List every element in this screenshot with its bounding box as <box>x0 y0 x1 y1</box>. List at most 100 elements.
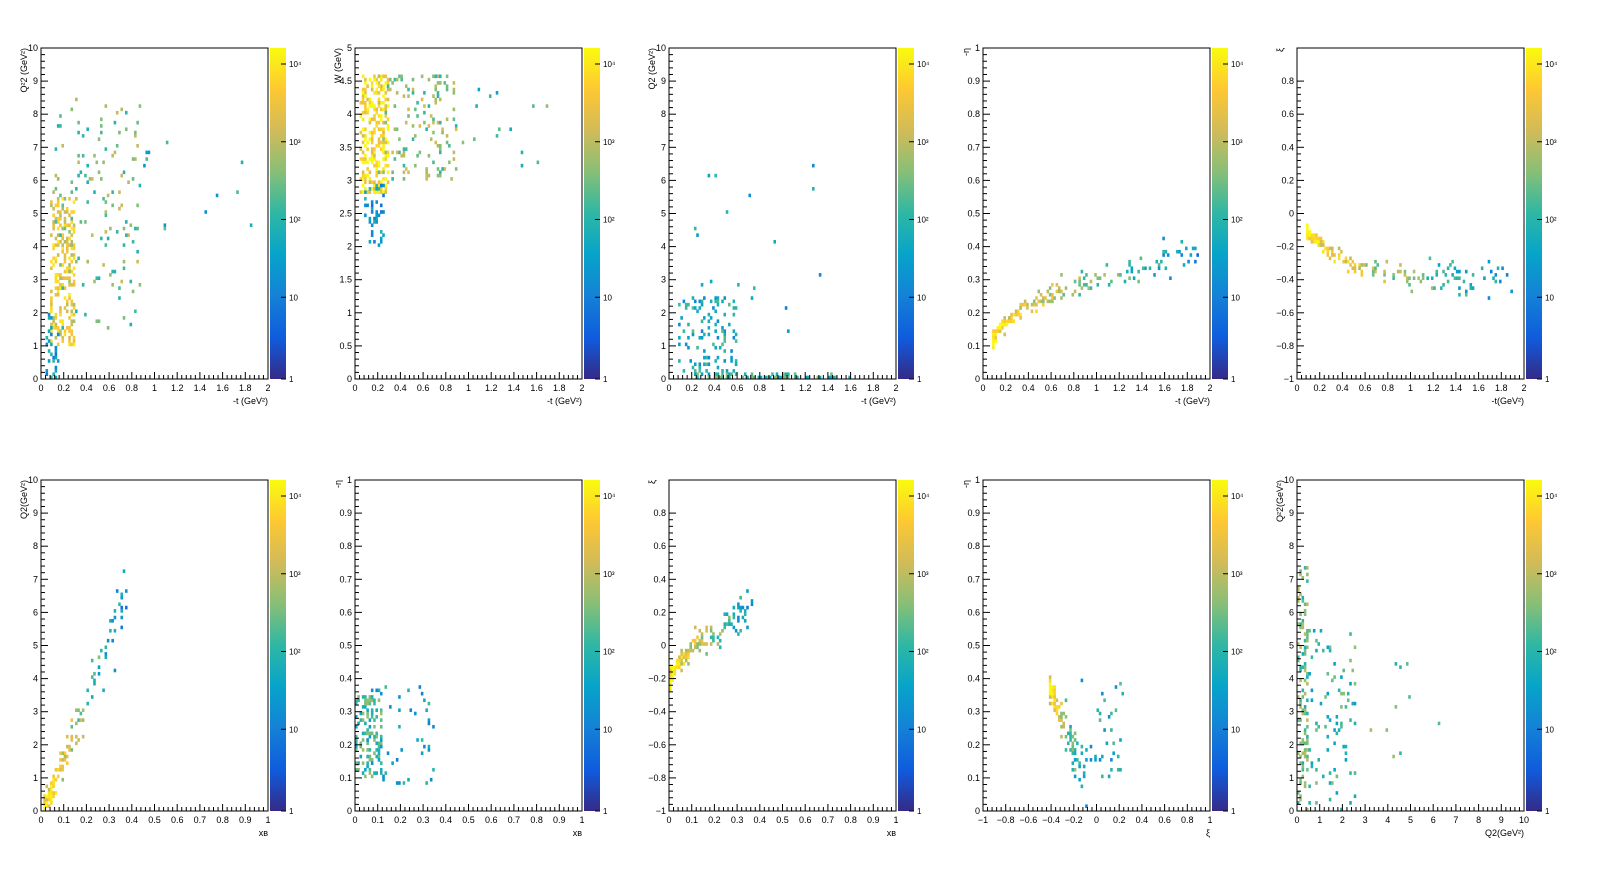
histogram-bin <box>777 375 781 380</box>
histogram-bin <box>366 708 369 712</box>
histogram-bin <box>1303 691 1307 696</box>
histogram-bin <box>375 110 378 115</box>
histogram-bin <box>730 349 733 353</box>
histogram-bin <box>52 256 55 261</box>
histogram-bin <box>1297 585 1300 590</box>
histogram-bin <box>705 362 708 367</box>
histogram-bin <box>59 193 62 198</box>
histogram-bin <box>368 77 372 82</box>
histogram-bin <box>382 167 385 171</box>
histogram-bin <box>104 147 108 151</box>
histogram-bin <box>72 266 76 271</box>
histogram-bin <box>1060 718 1063 722</box>
y-axis-label: -η <box>333 480 343 488</box>
histogram-bin <box>1082 276 1086 280</box>
histogram-bin <box>1303 708 1307 712</box>
histogram-bin <box>127 233 130 237</box>
histogram-bin <box>61 196 64 201</box>
histogram-bin <box>129 322 133 327</box>
histogram-bin <box>732 329 736 333</box>
x-tick-label: 0.6 <box>171 815 184 825</box>
histogram-bin <box>366 701 369 706</box>
histogram-bin <box>368 748 372 752</box>
histogram-bin <box>375 160 378 165</box>
histogram-bin <box>1299 797 1302 802</box>
histogram-bin <box>1023 302 1027 307</box>
histogram-bin <box>996 326 1000 330</box>
histogram-bin <box>994 335 997 340</box>
histogram-bin <box>54 326 58 330</box>
histogram-bin <box>377 751 381 756</box>
histogram-bin <box>373 147 376 151</box>
histogram-bin <box>1078 283 1081 287</box>
histogram-bin <box>1130 269 1134 274</box>
y-tick-label: 7 <box>661 142 666 152</box>
x-tick-label: 0.8 <box>1181 815 1194 825</box>
x-tick-label: 0.2 <box>371 383 384 393</box>
color-bar-label: 10³ <box>1231 138 1243 147</box>
y-tick-label: 0.4 <box>1281 142 1294 152</box>
histogram-bin <box>1308 233 1311 237</box>
histogram-bin <box>361 748 365 752</box>
histogram-bin <box>718 638 722 643</box>
histogram-bin <box>104 200 108 204</box>
x-tick-label: 8 <box>1476 815 1481 825</box>
histogram-bin <box>1069 734 1072 739</box>
histogram-bin <box>382 107 385 112</box>
histogram-bin <box>373 157 376 161</box>
y-tick-label: 0.3 <box>967 707 980 717</box>
histogram-bin <box>377 190 381 194</box>
histogram-bin <box>1333 675 1336 679</box>
histogram-bin <box>1299 761 1302 765</box>
histogram-bin <box>59 332 62 337</box>
histogram-bin <box>1458 269 1461 274</box>
histogram-bin <box>368 117 372 122</box>
histogram-bin <box>1412 269 1416 274</box>
histogram-bin <box>357 695 360 699</box>
histogram-bin <box>120 615 124 620</box>
histogram-bin <box>680 658 683 663</box>
y-tick-label: 0.4 <box>653 574 666 584</box>
x-tick-label: 0.8 <box>216 815 229 825</box>
histogram-bin <box>1101 691 1104 696</box>
histogram-bin <box>728 375 731 380</box>
histogram-bin <box>72 256 76 261</box>
histogram-bin <box>707 362 711 367</box>
x-tick-label: 0 <box>38 383 43 393</box>
x-tick-label: 2 <box>1340 815 1345 825</box>
histogram-bin <box>1164 266 1168 271</box>
histogram-bin <box>1137 269 1140 274</box>
histogram-bin <box>700 642 704 646</box>
histogram-bin <box>698 365 702 370</box>
histogram-bin <box>59 216 62 221</box>
histogram-bin <box>407 114 410 118</box>
x-tick-label: 1.4 <box>1136 383 1149 393</box>
histogram-bin <box>70 302 74 307</box>
histogram-bin <box>56 203 60 208</box>
color-bar-label: 10⁴ <box>1545 60 1558 69</box>
histogram-bin <box>361 127 365 132</box>
histogram-bin <box>50 316 53 320</box>
color-bar-label: 10² <box>603 216 615 225</box>
histogram-bin <box>364 110 367 115</box>
histogram-bin <box>368 187 372 191</box>
histogram-bin <box>361 140 365 145</box>
histogram-bin <box>1055 708 1059 712</box>
histogram-bin <box>61 751 64 756</box>
color-bar <box>584 48 600 379</box>
histogram-bin <box>382 193 385 198</box>
histogram-bin <box>752 286 756 290</box>
histogram-bin <box>1053 688 1056 693</box>
histogram-bin <box>1051 685 1054 689</box>
histogram-bin <box>1306 566 1309 570</box>
histogram-bin <box>680 655 683 660</box>
histogram-bin <box>1035 302 1038 307</box>
histogram-bin <box>420 691 424 696</box>
x-tick-label: 1.2 <box>1113 383 1126 393</box>
histogram-bin <box>366 741 369 746</box>
histogram-bin <box>1326 715 1330 719</box>
histogram-bin <box>1321 249 1325 254</box>
histogram-bin <box>106 236 110 241</box>
histogram-bin <box>366 97 369 102</box>
histogram-bin <box>65 266 69 271</box>
